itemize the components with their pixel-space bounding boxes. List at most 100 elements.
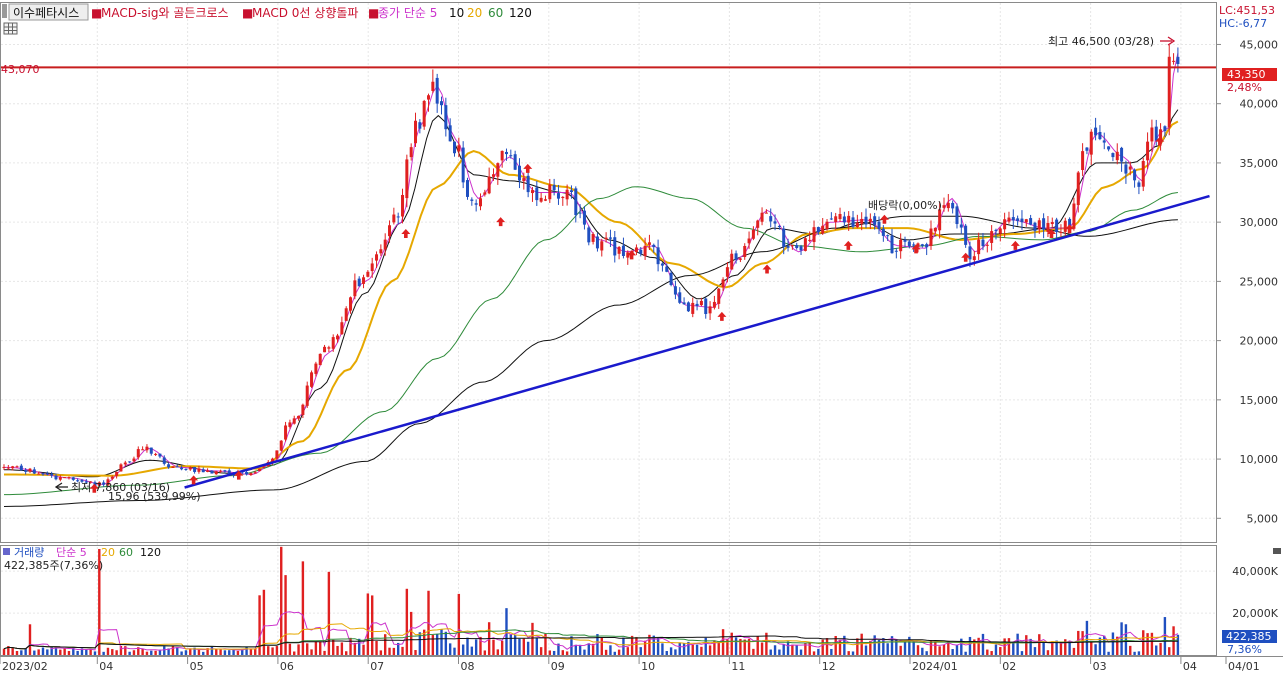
volume-bar <box>236 650 240 655</box>
volume-bar <box>306 643 309 655</box>
candle-body <box>699 300 703 306</box>
volume-bar <box>353 642 357 655</box>
volume-bar <box>422 629 426 655</box>
volume-bar <box>1033 647 1037 655</box>
volume-bar <box>899 645 902 655</box>
price-tick-label: 25,000 <box>1240 275 1279 288</box>
stock-name-tab[interactable] <box>8 3 89 21</box>
candle-body <box>84 481 88 483</box>
volume-bar <box>453 647 456 655</box>
candle-body <box>725 267 729 277</box>
table-icon[interactable] <box>3 22 18 35</box>
candle-body <box>474 203 478 205</box>
volume-bar <box>977 637 980 655</box>
candle-body <box>223 470 227 472</box>
volume-bar <box>128 651 131 655</box>
candle-body <box>483 192 487 195</box>
indicator-macd-golden-cross[interactable]: MACD-sig와 골든크로스 <box>101 6 229 20</box>
volume-bar <box>297 644 300 655</box>
volume-bar <box>678 642 681 655</box>
volume-bar <box>509 634 513 655</box>
candle-body <box>1159 129 1163 144</box>
signal-arrow <box>523 163 533 173</box>
price-tick-label: 35,000 <box>1240 157 1279 170</box>
header-grip[interactable] <box>2 4 7 18</box>
candle-body <box>639 249 643 254</box>
current-change: 2,48% <box>1227 81 1262 94</box>
volume-bar <box>479 636 482 655</box>
candle-body <box>1154 126 1158 141</box>
candle-body <box>409 147 413 158</box>
signal-arrow <box>961 252 971 262</box>
volume-bar <box>808 642 811 655</box>
volume-bar <box>739 638 742 655</box>
volume-bar <box>942 644 946 655</box>
indicator-macd-zero-cross[interactable]: MACD 0선 상향돌파 <box>252 6 358 20</box>
panel-resize-handle[interactable] <box>1273 548 1281 554</box>
volume-bar <box>1016 633 1019 655</box>
current-volume-value: 422,385 <box>1226 630 1272 643</box>
candle-body <box>184 468 188 470</box>
volume-bar <box>600 637 603 655</box>
ma-title[interactable]: 종가 단순 5 <box>378 6 437 20</box>
volume-ma120-label[interactable]: 120 <box>140 546 161 559</box>
price-tick-label: 40,000 <box>1240 98 1279 111</box>
candle-body <box>461 147 465 183</box>
volume-bar <box>141 648 144 655</box>
signal-arrow-shape <box>1010 240 1020 250</box>
volume-bar <box>1150 632 1154 655</box>
volume-bar <box>223 650 227 655</box>
candle-body <box>799 246 803 251</box>
price-moving-averages <box>3 52 1179 507</box>
volume-bar <box>752 648 755 655</box>
volume-bar <box>76 650 79 655</box>
volume-bar <box>483 650 487 655</box>
candle-body <box>175 466 179 468</box>
volume-ma20-label[interactable]: 20 <box>101 546 115 559</box>
volume-bar <box>1038 634 1041 655</box>
volume-bar <box>613 651 616 655</box>
volume-bar <box>769 649 772 655</box>
signal-arrow <box>1155 136 1165 146</box>
volume-bar <box>2 648 6 655</box>
ma20-label[interactable]: 20 <box>467 6 482 20</box>
price-tick-label: 10,000 <box>1240 453 1279 466</box>
volume-title[interactable]: 거래량 <box>14 546 44 559</box>
candle-body <box>1042 218 1046 230</box>
low-arrow <box>54 482 68 492</box>
ma10-label[interactable]: 10 <box>449 6 464 20</box>
candle-body <box>712 301 716 308</box>
volume-bar <box>756 636 759 655</box>
volume-bar <box>54 646 58 655</box>
candle-body <box>864 216 868 225</box>
volume-bar <box>817 648 820 655</box>
candle-body <box>154 453 158 455</box>
candle-body <box>1024 219 1028 223</box>
volume-bar <box>908 636 911 655</box>
volume-ma-title[interactable]: 단순 5 <box>56 546 87 559</box>
volume-bar <box>150 650 153 655</box>
signal-arrow <box>843 240 853 250</box>
ma60-label[interactable]: 60 <box>488 6 503 20</box>
candle-body <box>253 472 257 474</box>
candle-body <box>656 247 660 265</box>
volume-bar <box>163 646 166 655</box>
price-tick-label: 15,000 <box>1240 394 1279 407</box>
volume-bar <box>67 650 71 655</box>
candle-body <box>258 468 262 472</box>
candle-body <box>1150 127 1154 142</box>
candle-body <box>721 279 725 288</box>
candle-body <box>1072 203 1076 229</box>
volume-bar <box>1133 651 1136 655</box>
candle-body <box>812 227 816 243</box>
ma120-label[interactable]: 120 <box>509 6 532 20</box>
candle-body <box>621 245 625 256</box>
volume-bar <box>206 648 209 655</box>
volume-ma60-label[interactable]: 60 <box>119 546 133 559</box>
candle-body <box>591 234 595 242</box>
volume-bar <box>1068 641 1071 655</box>
candle-body <box>128 461 132 463</box>
candle-body <box>1016 218 1020 222</box>
candle-body <box>370 263 374 272</box>
candle-body <box>686 302 690 312</box>
